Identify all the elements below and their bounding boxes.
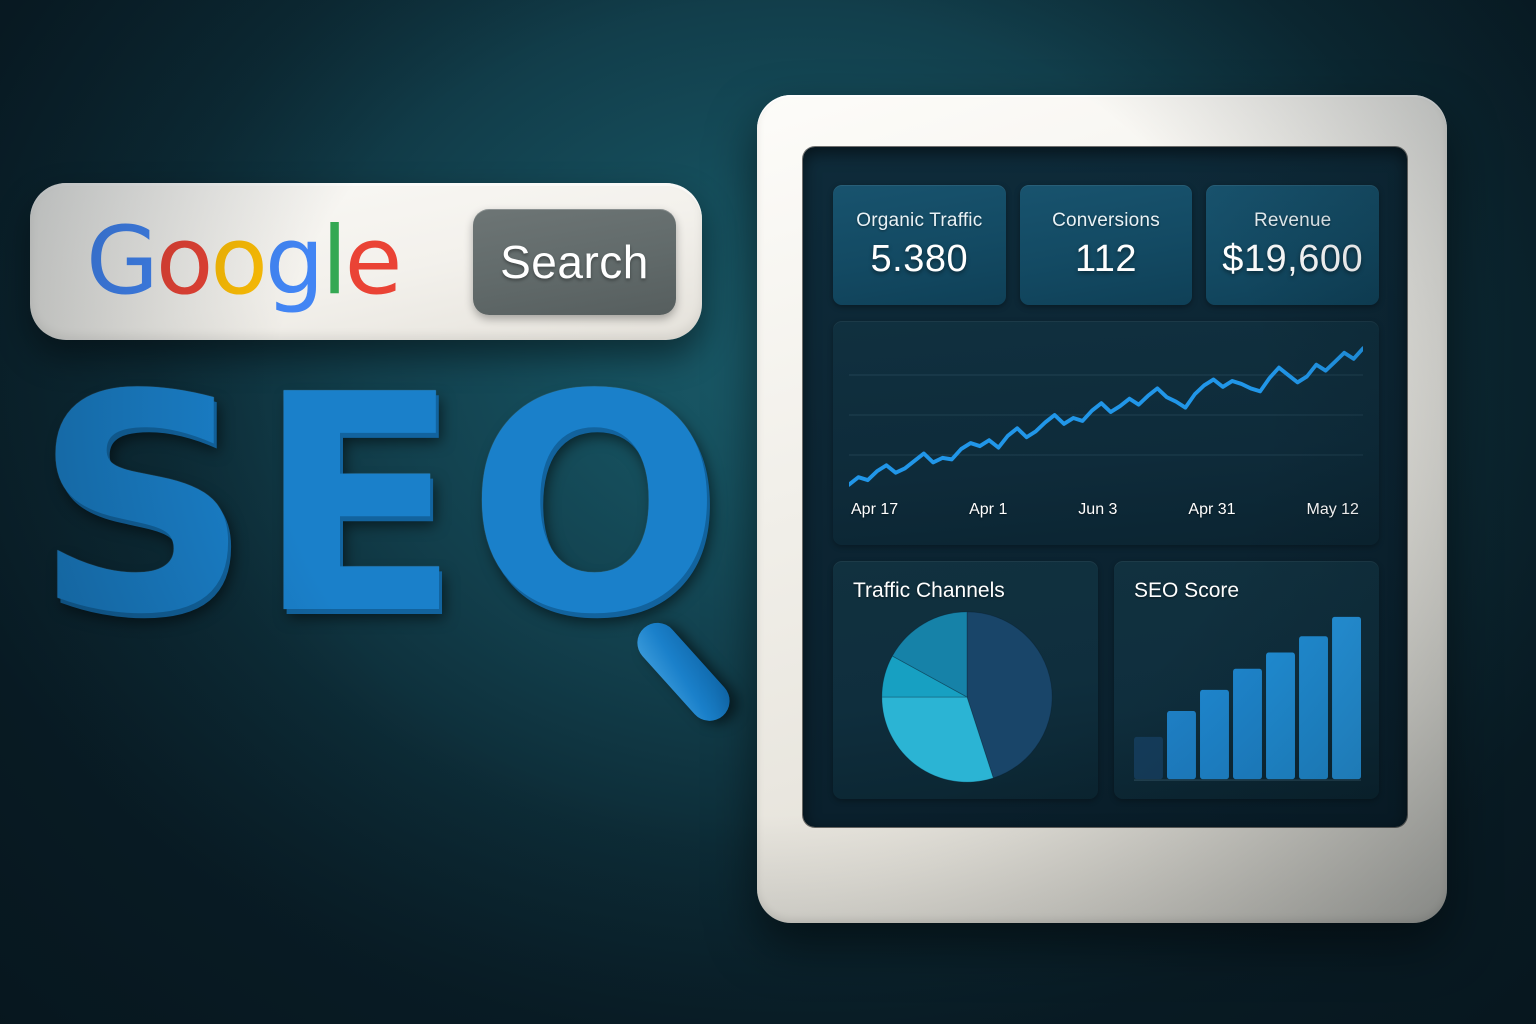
kpi-value: $19,600 (1222, 237, 1364, 280)
seo-wordmark: SEO (34, 356, 734, 712)
panel-title: SEO Score (1134, 579, 1240, 602)
kpi-value: 5.380 (870, 237, 969, 280)
panel-body (853, 609, 1080, 785)
kpi-row: Organic Traffic 5.380 Conversions 112 Re… (833, 185, 1380, 305)
traffic-trend-chart-panel[interactable]: Apr 17 Apr 1 Jun 3 Apr 31 May 12 (833, 321, 1379, 545)
kpi-label: Conversions (1052, 209, 1160, 231)
trend-line (849, 346, 1363, 487)
google-logo: G o o g l e (86, 206, 403, 316)
kpi-label: Revenue (1253, 209, 1332, 231)
bar (1332, 616, 1361, 780)
logo-letter-l: l (321, 206, 348, 316)
search-button[interactable]: Search (473, 208, 676, 315)
x-tick-label: May 12 (1306, 501, 1359, 518)
bar (1266, 652, 1295, 780)
tablet-device: Organic Traffic 5.380 Conversions 112 Re… (757, 95, 1447, 923)
kpi-card-conversions[interactable]: Conversions 112 (1019, 185, 1193, 305)
seo-letters-text: SEO (34, 331, 729, 680)
kpi-card-organic-traffic[interactable]: Organic Traffic 5.380 (833, 185, 1006, 305)
panel-body (1134, 609, 1361, 785)
x-tick-label: Apr 1 (969, 501, 1008, 518)
traffic-trend-line-chart (849, 346, 1363, 487)
logo-letter-g2: g (264, 206, 325, 316)
logo-letter-e: e (344, 206, 403, 316)
chart-gridlines (849, 374, 1363, 456)
bar (1134, 736, 1163, 780)
bar (1200, 689, 1229, 780)
logo-letter-o1: o (155, 206, 213, 316)
tablet-screen: Organic Traffic 5.380 Conversions 112 Re… (803, 147, 1407, 827)
logo-letter-g1: G (86, 206, 159, 316)
traffic-channels-panel[interactable]: Traffic Channels (833, 561, 1098, 799)
kpi-value: 112 (1074, 237, 1138, 280)
kpi-label: Organic Traffic (856, 209, 983, 231)
traffic-channels-pie-chart (880, 611, 1053, 783)
seo-score-bar-chart (1134, 616, 1361, 781)
bar (1299, 636, 1328, 780)
panel-title: Traffic Channels (853, 579, 1005, 602)
kpi-card-revenue[interactable]: Revenue $19,600 (1206, 185, 1380, 305)
logo-letter-o2: o (210, 206, 267, 316)
google-search-bar[interactable]: G o o g l e Search (30, 183, 702, 340)
x-tick-label: Jun 3 (1078, 501, 1118, 518)
seo-score-panel[interactable]: SEO Score (1114, 561, 1379, 799)
x-axis-tick-labels: Apr 17 Apr 1 Jun 3 Apr 31 May 12 (849, 495, 1363, 519)
bar (1167, 710, 1196, 780)
x-tick-label: Apr 17 (851, 501, 899, 518)
bottom-panels-row: Traffic Channels SEO Score (833, 561, 1379, 799)
x-tick-label: Apr 31 (1188, 501, 1236, 518)
bar (1233, 668, 1262, 780)
